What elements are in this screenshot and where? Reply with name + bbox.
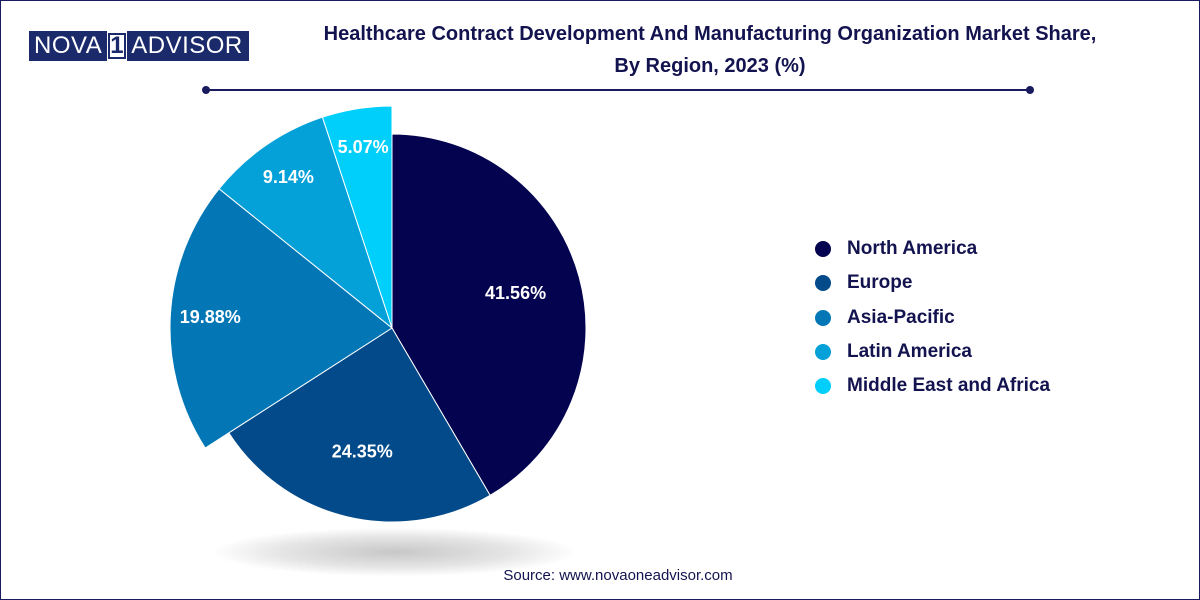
pie-data-label: 41.56% — [485, 283, 546, 303]
brand-logo: NOVA 1 ADVISOR — [29, 31, 249, 61]
legend-swatch — [815, 241, 831, 258]
pie-slice-latin-america — [218, 116, 394, 330]
title-divider — [206, 89, 1030, 91]
legend-swatch — [815, 378, 831, 395]
chart-title: Healthcare Contract Development And Manu… — [240, 18, 1180, 82]
logo-text-nova: NOVA — [29, 31, 108, 61]
pie-data-label: 19.88% — [180, 307, 241, 327]
pie-slice-europe — [228, 327, 491, 523]
legend-item: Europe — [815, 266, 1050, 300]
legend-swatch — [815, 344, 831, 361]
legend-label: North America — [847, 238, 978, 260]
legend-label: Asia-Pacific — [847, 306, 955, 328]
pie-shadow — [215, 528, 575, 576]
legend-swatch — [815, 309, 831, 326]
legend-item: Middle East and Africa — [815, 369, 1050, 403]
legend-item: Latin America — [815, 335, 1050, 369]
logo-text-advisor: ADVISOR — [127, 31, 249, 61]
title-divider-left-dot — [202, 86, 210, 94]
pie-data-label: 24.35% — [332, 441, 393, 461]
pie-slice-north-america — [391, 133, 587, 497]
legend-label: Middle East and Africa — [847, 375, 1051, 397]
pie-data-label: 9.14% — [263, 167, 314, 187]
legend-swatch — [815, 275, 831, 292]
pie-data-label: 5.07% — [338, 137, 389, 157]
pie-slice-middle-east-and-africa — [321, 105, 393, 329]
legend-item: Asia-Pacific — [815, 301, 1050, 335]
legend-item: North America — [815, 232, 1050, 266]
chart-title-line-2: By Region, 2023 (%) — [614, 55, 806, 77]
legend-label: Latin America — [847, 341, 972, 363]
pie-slice-asia-pacific — [169, 188, 393, 449]
logo-text-one: 1 — [108, 33, 127, 59]
legend-label: Europe — [847, 272, 913, 294]
chart-title-line-1: Healthcare Contract Development And Manu… — [323, 23, 1097, 45]
source-note: Source: www.novaoneadvisor.com — [503, 567, 733, 584]
title-divider-right-dot — [1026, 86, 1034, 94]
chart-legend: North America Europe Asia-Pacific Latin Ame… — [815, 232, 1050, 403]
